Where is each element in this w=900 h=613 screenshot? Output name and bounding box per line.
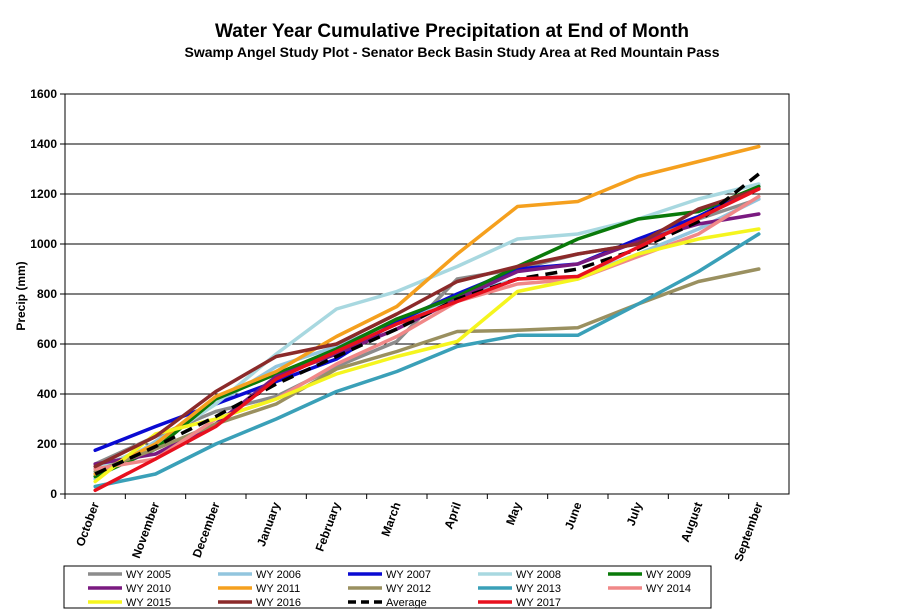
- y-tick-label: 400: [37, 387, 57, 401]
- y-tick-label: 800: [37, 287, 57, 301]
- legend: WY 2005 WY 2006 WY 2007 WY 2008 WY 2009 WY 20…: [63, 565, 712, 609]
- y-tick-labels: 0 200 400 600 800 1000 1200 1400 1600: [30, 87, 57, 501]
- x-tick-label: April: [441, 500, 464, 530]
- legend-label: Average: [386, 597, 427, 609]
- y-tick-label: 1000: [30, 237, 57, 251]
- chart-title: Water Year Cumulative Precipitation at E…: [215, 21, 689, 42]
- legend-label: WY 2009: [646, 569, 691, 581]
- legend-label: WY 2014: [646, 583, 691, 595]
- legend-label: WY 2013: [516, 583, 561, 595]
- x-tick-label: August: [678, 500, 705, 544]
- y-tick-label: 1600: [30, 87, 57, 101]
- series-line-wy-2013: [93, 232, 761, 489]
- x-tick-label: November: [129, 500, 162, 560]
- series-line-wy-2017: [93, 187, 761, 493]
- legend-label: WY 2005: [126, 569, 171, 581]
- x-tick-labels: October November December January February Ma…: [73, 500, 766, 563]
- x-tick-label: October: [73, 500, 102, 548]
- y-tick-label: 1400: [30, 137, 57, 151]
- x-tick-label: June: [562, 500, 585, 531]
- series-line-wy-2008: [93, 182, 761, 471]
- x-tick-label: January: [254, 500, 283, 548]
- legend-label: WY 2006: [256, 569, 301, 581]
- y-tick-label: 0: [50, 487, 57, 501]
- x-tick-label: February: [313, 500, 344, 553]
- legend-label: WY 2015: [126, 597, 171, 609]
- series-line-wy-2011: [93, 144, 761, 476]
- series-lines: [93, 144, 761, 493]
- legend-box: [63, 565, 712, 609]
- y-tick-label: 1200: [30, 187, 57, 201]
- y-tick-label: 600: [37, 337, 57, 351]
- series-line-wy-2016: [93, 187, 761, 469]
- legend-label: WY 2008: [516, 569, 561, 581]
- series-line-wy-2010: [93, 212, 761, 466]
- series-line-average: [94, 172, 760, 476]
- legend-label: WY 2012: [386, 583, 431, 595]
- legend-label: WY 2016: [256, 597, 301, 609]
- legend-label: WY 2010: [126, 583, 171, 595]
- legend-label: WY 2011: [256, 583, 300, 595]
- legend-label: WY 2007: [386, 569, 431, 581]
- x-tick-label: May: [503, 500, 524, 527]
- chart-subtitle: Swamp Angel Study Plot - Senator Beck Ba…: [185, 44, 720, 60]
- legend-label: WY 2017: [516, 597, 561, 609]
- y-axis-label: Precip (mm): [14, 261, 28, 330]
- x-tick-label: March: [378, 500, 403, 538]
- x-tick-label: September: [731, 500, 765, 563]
- x-tick-label: July: [624, 500, 645, 528]
- y-tick-label: 200: [37, 437, 57, 451]
- x-tick-label: December: [190, 500, 223, 560]
- plot-area: [64, 93, 790, 495]
- series-line-wy-2009: [93, 184, 761, 479]
